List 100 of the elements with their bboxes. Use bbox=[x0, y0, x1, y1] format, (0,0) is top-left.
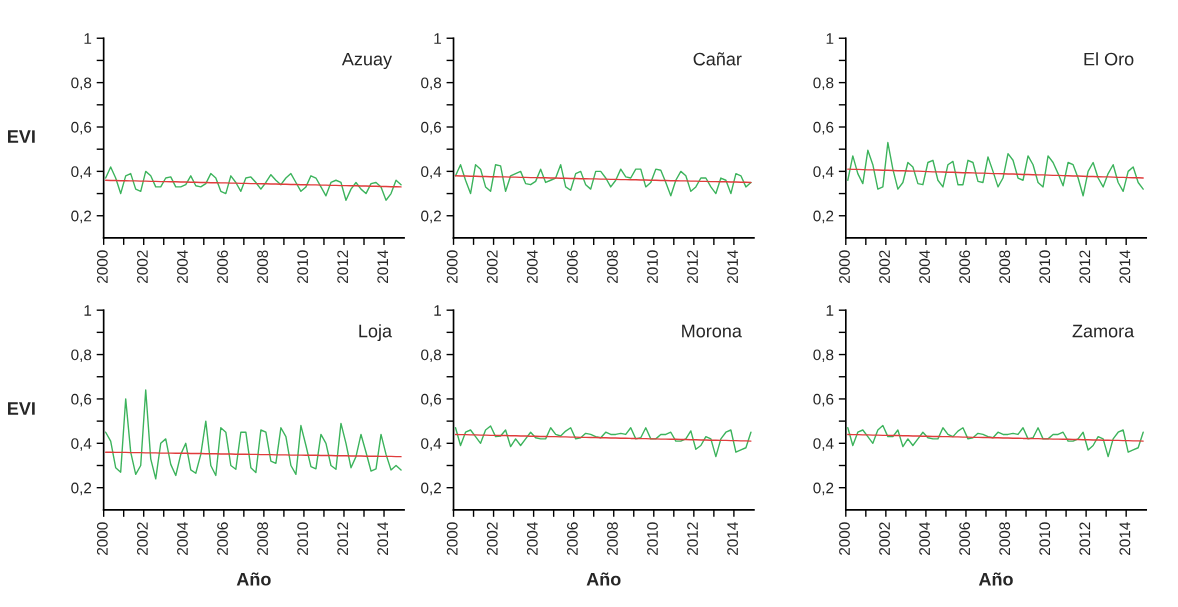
y-tick-label: 0,4 bbox=[813, 166, 834, 179]
x-tick-label: 2008 bbox=[607, 250, 618, 283]
line-series bbox=[454, 164, 752, 197]
text: Azuay bbox=[341, 52, 393, 70]
x-tick-label: 2002 bbox=[879, 250, 890, 283]
x-tick-label: 2004 bbox=[177, 522, 188, 555]
text: Zamora bbox=[1072, 324, 1135, 338]
x-tick-label: 2006 bbox=[217, 522, 228, 555]
y-tick-label: 0,8 bbox=[421, 349, 442, 363]
x-tick-label: 2014 bbox=[1119, 250, 1131, 283]
x-tick-label: 2002 bbox=[486, 522, 498, 555]
x-tick-label: 2004 bbox=[919, 522, 931, 555]
x-tick-label: 2006 bbox=[566, 522, 578, 555]
x-tick-label: 2008 bbox=[257, 250, 268, 283]
x-tick-label: 2010 bbox=[647, 250, 658, 283]
y-tick-label: 0,8 bbox=[71, 77, 92, 91]
y-tick-label: 1 bbox=[434, 33, 441, 44]
y-tick-label: 1 bbox=[826, 305, 834, 316]
y-tick-label: 0,8 bbox=[813, 77, 834, 91]
y-tick-label: 1 bbox=[84, 33, 92, 44]
x-tick-label: 2000 bbox=[446, 522, 458, 555]
x-tick-label: 2012 bbox=[337, 522, 349, 555]
y-tick-label: 0,8 bbox=[71, 349, 92, 363]
y-axis-title: EVI bbox=[8, 402, 35, 415]
x-tick-label: 2014 bbox=[727, 522, 738, 555]
y-tick-label: 0,8 bbox=[813, 349, 834, 363]
y-tick-label: 0,6 bbox=[421, 121, 442, 135]
x-tick-label: 2012 bbox=[687, 250, 698, 283]
y-tick-label: 0,4 bbox=[71, 438, 92, 451]
text: Cañar bbox=[693, 52, 742, 66]
y-tick-label: 0,2 bbox=[71, 210, 92, 224]
line-series bbox=[847, 424, 1144, 458]
x-tick-label: 2012 bbox=[337, 250, 349, 283]
x-tick-label: 2008 bbox=[999, 250, 1011, 283]
x-tick-label: 2000 bbox=[839, 522, 850, 555]
x-tick-label: 2004 bbox=[526, 250, 538, 283]
x-tick-label: 2002 bbox=[486, 250, 498, 283]
x-tick-label: 2004 bbox=[177, 250, 188, 283]
y-tick-label: 0,6 bbox=[813, 121, 834, 135]
y-tick-label: 0,2 bbox=[71, 482, 92, 496]
x-tick-label: 2008 bbox=[607, 522, 618, 555]
x-axis-title: Año bbox=[236, 572, 271, 586]
x-tick-label: 2012 bbox=[687, 522, 698, 555]
line-series bbox=[847, 433, 1144, 442]
line-series bbox=[104, 389, 402, 480]
x-tick-label: 2008 bbox=[257, 522, 268, 555]
x-tick-label: 2000 bbox=[446, 250, 458, 283]
y-tick-label: 0,2 bbox=[813, 482, 834, 496]
y-tick-label: 0,4 bbox=[813, 438, 834, 451]
x-tick-label: 2010 bbox=[297, 250, 309, 283]
x-tick-label: 2014 bbox=[727, 250, 738, 283]
line-series bbox=[454, 425, 752, 458]
x-tick-label: 2006 bbox=[959, 250, 971, 283]
text: Morona bbox=[682, 324, 742, 338]
text: El Oro bbox=[1084, 52, 1134, 66]
y-tick-label: 1 bbox=[434, 305, 441, 316]
x-tick-label: 2014 bbox=[377, 522, 389, 555]
x-tick-label: 2010 bbox=[1039, 522, 1051, 555]
x-tick-label: 2014 bbox=[377, 250, 389, 283]
line-series bbox=[847, 168, 1144, 179]
x-tick-label: 2000 bbox=[96, 250, 108, 283]
x-tick-label: 2014 bbox=[1119, 522, 1131, 555]
x-tick-label: 2000 bbox=[96, 522, 108, 555]
y-tick-label: 0,4 bbox=[71, 166, 92, 179]
x-tick-label: 2012 bbox=[1079, 522, 1091, 555]
y-tick-label: 0,8 bbox=[421, 77, 442, 91]
x-tick-label: 2006 bbox=[959, 522, 971, 555]
y-tick-label: 0,6 bbox=[421, 393, 442, 407]
line-series bbox=[104, 179, 402, 188]
x-tick-label: 2010 bbox=[647, 522, 658, 555]
x-tick-label: 2012 bbox=[1079, 250, 1091, 283]
x-tick-label: 2002 bbox=[137, 522, 148, 555]
y-tick-label: 0,4 bbox=[421, 166, 442, 179]
x-tick-label: 2010 bbox=[297, 522, 309, 555]
y-tick-label: 0,4 bbox=[421, 438, 442, 451]
line-series bbox=[454, 433, 752, 442]
x-tick-label: 2006 bbox=[566, 250, 578, 283]
x-tick-label: 2010 bbox=[1039, 250, 1051, 283]
y-tick-label: 0,2 bbox=[421, 210, 441, 224]
x-axis-title: Año bbox=[978, 572, 1013, 586]
x-tick-label: 2000 bbox=[839, 250, 850, 283]
y-tick-label: 0,2 bbox=[813, 210, 834, 224]
x-tick-label: 2004 bbox=[526, 522, 538, 555]
y-tick-label: 1 bbox=[826, 33, 834, 44]
y-tick-label: 1 bbox=[84, 305, 92, 316]
x-tick-label: 2008 bbox=[999, 522, 1011, 555]
x-tick-label: 2006 bbox=[217, 250, 228, 283]
x-tick-label: 2004 bbox=[919, 250, 931, 283]
y-axis-title: EVI bbox=[8, 130, 35, 143]
line-series bbox=[454, 175, 752, 184]
x-tick-label: 2002 bbox=[879, 522, 890, 555]
line-series bbox=[847, 141, 1144, 197]
text: Loja bbox=[359, 324, 393, 341]
y-tick-label: 0,6 bbox=[71, 393, 92, 407]
x-tick-label: 2002 bbox=[137, 250, 148, 283]
y-tick-label: 0,6 bbox=[71, 121, 92, 135]
x-axis-title: Año bbox=[586, 572, 621, 586]
y-tick-label: 0,2 bbox=[421, 482, 441, 496]
line-series bbox=[104, 166, 402, 201]
y-tick-label: 0,6 bbox=[813, 393, 834, 407]
